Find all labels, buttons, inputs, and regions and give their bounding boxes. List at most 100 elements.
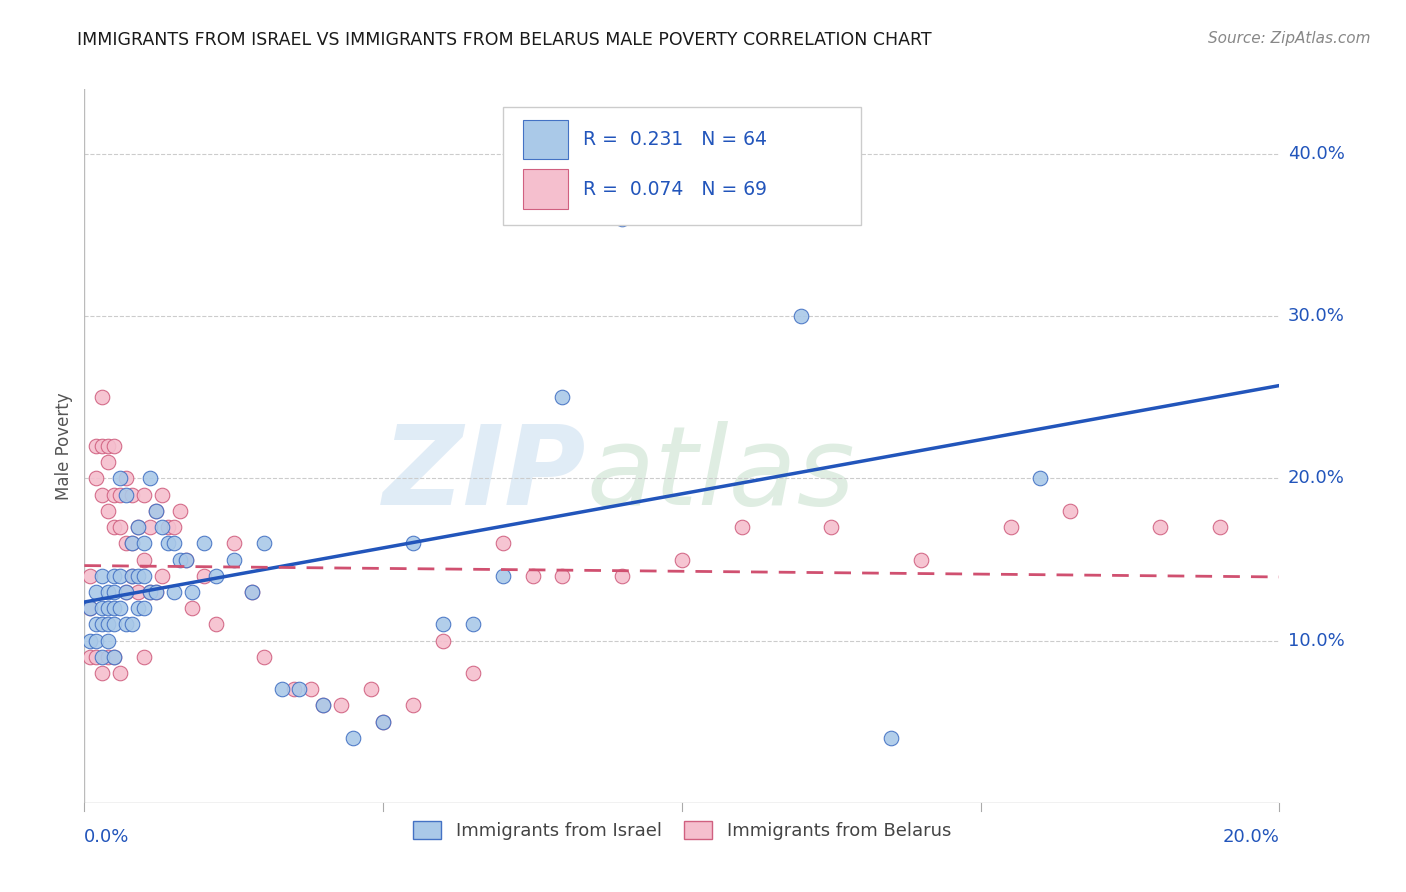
Point bbox=[110, 666, 132, 681]
Point bbox=[97, 633, 120, 648]
Point bbox=[91, 601, 114, 615]
Point bbox=[121, 617, 143, 632]
Point bbox=[121, 568, 143, 582]
Point bbox=[174, 552, 197, 566]
Point bbox=[181, 601, 204, 615]
Point bbox=[115, 617, 138, 632]
Point bbox=[115, 585, 138, 599]
Text: ZIP: ZIP bbox=[382, 421, 586, 528]
Point bbox=[253, 536, 276, 550]
Point bbox=[181, 585, 204, 599]
Point bbox=[86, 633, 108, 648]
Point bbox=[121, 536, 143, 550]
Point bbox=[97, 504, 120, 518]
FancyBboxPatch shape bbox=[523, 169, 568, 209]
Point bbox=[145, 585, 167, 599]
Point bbox=[139, 471, 162, 485]
Point bbox=[115, 536, 138, 550]
Point bbox=[461, 666, 484, 681]
Text: IMMIGRANTS FROM ISRAEL VS IMMIGRANTS FROM BELARUS MALE POVERTY CORRELATION CHART: IMMIGRANTS FROM ISRAEL VS IMMIGRANTS FRO… bbox=[77, 31, 932, 49]
Point bbox=[115, 471, 138, 485]
Point bbox=[121, 568, 143, 582]
Point bbox=[91, 617, 114, 632]
Point bbox=[222, 536, 245, 550]
Point bbox=[91, 666, 114, 681]
FancyBboxPatch shape bbox=[523, 120, 568, 159]
Text: R =  0.074   N = 69: R = 0.074 N = 69 bbox=[582, 179, 766, 199]
Point bbox=[86, 439, 108, 453]
Point bbox=[880, 731, 903, 745]
Point bbox=[145, 504, 167, 518]
Point bbox=[373, 714, 395, 729]
Point bbox=[1209, 520, 1232, 534]
Point bbox=[492, 536, 515, 550]
Point bbox=[1149, 520, 1171, 534]
Point bbox=[222, 552, 245, 566]
Point bbox=[103, 617, 125, 632]
Point bbox=[132, 552, 156, 566]
Point bbox=[86, 471, 108, 485]
Point bbox=[174, 552, 197, 566]
Point bbox=[97, 455, 120, 469]
Point bbox=[163, 585, 186, 599]
Point bbox=[110, 488, 132, 502]
Point bbox=[132, 568, 156, 582]
Point bbox=[127, 520, 149, 534]
Point bbox=[790, 310, 813, 324]
Point bbox=[127, 568, 149, 582]
Point bbox=[150, 520, 173, 534]
Point bbox=[671, 552, 693, 566]
Point bbox=[121, 488, 143, 502]
Point bbox=[79, 601, 101, 615]
Point bbox=[910, 552, 932, 566]
Point bbox=[97, 439, 120, 453]
Point bbox=[157, 520, 180, 534]
Point bbox=[283, 682, 305, 697]
Point bbox=[132, 536, 156, 550]
Point bbox=[115, 585, 138, 599]
Point bbox=[86, 617, 108, 632]
Point bbox=[163, 520, 186, 534]
Point bbox=[145, 504, 167, 518]
Point bbox=[91, 649, 114, 664]
Point bbox=[79, 633, 101, 648]
Point bbox=[205, 568, 228, 582]
Point bbox=[121, 536, 143, 550]
Point bbox=[103, 601, 125, 615]
Point bbox=[193, 536, 215, 550]
Point bbox=[240, 585, 263, 599]
Point bbox=[79, 601, 101, 615]
Point bbox=[671, 179, 693, 194]
Point bbox=[103, 649, 125, 664]
Point bbox=[110, 471, 132, 485]
FancyBboxPatch shape bbox=[503, 107, 862, 225]
Point bbox=[86, 585, 108, 599]
Point bbox=[492, 568, 515, 582]
Point bbox=[157, 536, 180, 550]
Point bbox=[169, 504, 191, 518]
Text: 20.0%: 20.0% bbox=[1223, 828, 1279, 846]
Point bbox=[103, 439, 125, 453]
Point bbox=[205, 617, 228, 632]
Point bbox=[312, 698, 335, 713]
Point bbox=[402, 698, 425, 713]
Point bbox=[127, 585, 149, 599]
Point bbox=[312, 698, 335, 713]
Point bbox=[150, 568, 173, 582]
Point bbox=[163, 536, 186, 550]
Point bbox=[253, 649, 276, 664]
Point bbox=[115, 488, 138, 502]
Point bbox=[145, 585, 167, 599]
Point bbox=[139, 520, 162, 534]
Point bbox=[103, 649, 125, 664]
Point bbox=[110, 568, 132, 582]
Point bbox=[91, 568, 114, 582]
Text: 10.0%: 10.0% bbox=[1288, 632, 1344, 649]
Point bbox=[288, 682, 311, 697]
Point bbox=[110, 520, 132, 534]
Text: 0.0%: 0.0% bbox=[84, 828, 129, 846]
Point bbox=[270, 682, 292, 697]
Point bbox=[103, 520, 125, 534]
Text: R =  0.231   N = 64: R = 0.231 N = 64 bbox=[582, 129, 766, 149]
Point bbox=[132, 649, 156, 664]
